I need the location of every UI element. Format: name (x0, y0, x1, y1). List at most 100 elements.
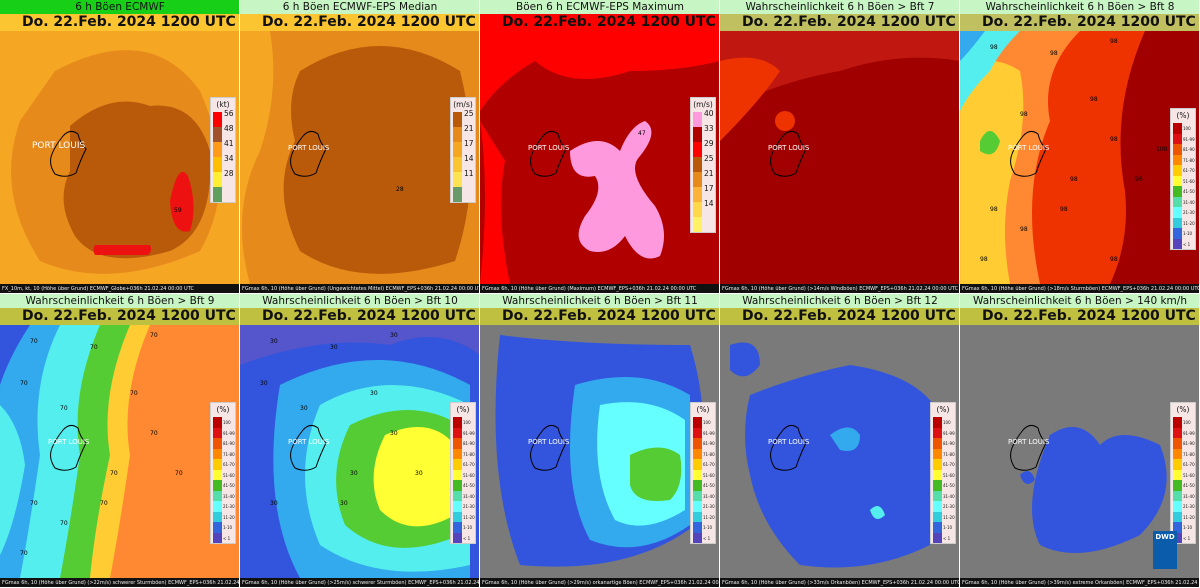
legend-row: 40 (691, 109, 715, 127)
legend-label: 48 (224, 124, 234, 133)
panel-date: Do. 22.Feb. 2024 1200 UTC (720, 308, 959, 325)
map-area[interactable]: PORT LOUIS 98 98 98 100 98 98 98 98 98 98 98 98 98 98 (960, 31, 1200, 284)
panel-header[interactable]: Wahrscheinlichkeit 6 h Böen > Bft 8 (960, 0, 1199, 14)
legend-row: 31-40 (211, 490, 235, 501)
mauritius-outline (1010, 130, 1047, 177)
legend-swatch (933, 459, 942, 470)
map-panel[interactable]: 6 h Böen ECMWF-EPS Median Do. 22.Feb. 202… (240, 0, 480, 294)
legend-label: 1-10 (223, 525, 233, 530)
legend-row: 61-70 (211, 459, 235, 470)
map-area[interactable]: PORT LOUIS 28 (240, 31, 480, 284)
legend-row: 91-99 (1171, 133, 1195, 144)
panel-header[interactable]: Wahrscheinlichkeit 6 h Böen > Bft 11 (480, 294, 719, 308)
legend-row: 25 (691, 154, 715, 172)
map-panel[interactable]: Wahrscheinlichkeit 6 h Böen > Bft 12 Do. … (720, 294, 960, 588)
panel-header[interactable]: 6 h Böen ECMWF (0, 0, 239, 14)
map-area[interactable]: PORT LOUIS (960, 325, 1200, 578)
legend-row: 56 (211, 109, 235, 127)
value-label: 30 (390, 332, 398, 339)
value-label: 98 (1070, 176, 1078, 183)
legend-row: 11 (451, 169, 475, 187)
legend-row: 61-70 (691, 459, 715, 470)
legend-row: 11-20 (1171, 217, 1195, 228)
value-label: 70 (30, 500, 38, 507)
contour-area (870, 506, 885, 519)
panel-date: Do. 22.Feb. 2024 1200 UTC (240, 308, 479, 325)
legend-swatch (213, 172, 222, 187)
legend-label: 1-10 (1183, 525, 1193, 530)
legend-swatch (693, 469, 702, 480)
legend-swatch (693, 157, 702, 172)
contour-area (0, 325, 60, 578)
legend-row: 41-50 (1171, 186, 1195, 197)
legend-label: 25 (704, 154, 714, 163)
panel-date: Do. 22.Feb. 2024 1200 UTC (0, 14, 239, 31)
legend-swatch (213, 448, 222, 459)
legend-label: 100 (703, 420, 711, 425)
legend-label: 21-30 (1183, 210, 1195, 215)
panel-header[interactable]: Böen 6 h ECMWF-EPS Maximum (480, 0, 719, 14)
legend-label: 81-90 (463, 441, 475, 446)
panel-header[interactable]: 6 h Böen ECMWF-EPS Median (240, 0, 479, 14)
legend-row: 51-60 (1171, 175, 1195, 186)
legend-label: 21-30 (703, 504, 715, 509)
legend-swatch (453, 469, 462, 480)
legend-row: 61-70 (1171, 459, 1195, 470)
contour-area (1032, 427, 1167, 553)
value-label: 30 (270, 338, 278, 345)
panel-header[interactable]: Wahrscheinlichkeit 6 h Böen > 140 km/h (960, 294, 1199, 308)
map-panel[interactable]: 6 h Böen ECMWF Do. 22.Feb. 2024 1200 UTC P… (0, 0, 240, 294)
legend-row: < 1 (451, 532, 475, 543)
legend-swatch (453, 459, 462, 470)
legend-swatch (453, 438, 462, 449)
legend-swatch (1173, 186, 1182, 197)
legend-row: 11-20 (211, 511, 235, 522)
panel-header[interactable]: Wahrscheinlichkeit 6 h Böen > Bft 9 (0, 294, 239, 308)
map-panel[interactable]: Wahrscheinlichkeit 6 h Böen > Bft 10 Do. … (240, 294, 480, 588)
map-panel[interactable]: Wahrscheinlichkeit 6 h Böen > Bft 7 Do. 2… (720, 0, 960, 294)
map-panel[interactable]: Wahrscheinlichkeit 6 h Böen > Bft 8 Do. 2… (960, 0, 1200, 294)
map-area[interactable]: PORT LOUIS (480, 325, 720, 578)
legend-swatch (693, 172, 702, 187)
value-label: 70 (20, 380, 28, 387)
panel-header[interactable]: Wahrscheinlichkeit 6 h Böen > Bft 10 (240, 294, 479, 308)
city-label: PORT LOUIS (1008, 144, 1050, 152)
legend-swatch (1173, 448, 1182, 459)
legend-row: 41-50 (451, 480, 475, 491)
legend-swatch (1173, 480, 1182, 491)
legend-swatch (933, 480, 942, 491)
value-label: 30 (415, 470, 423, 477)
legend-swatch (453, 172, 462, 187)
contour-area (480, 121, 510, 284)
panel-header[interactable]: Wahrscheinlichkeit 6 h Böen > Bft 7 (720, 0, 959, 14)
map-panel[interactable]: Wahrscheinlichkeit 6 h Böen > Bft 11 Do. … (480, 294, 720, 588)
legend-label: 91-99 (943, 430, 955, 436)
legend-row: 61-70 (1171, 165, 1195, 176)
map-panel[interactable]: Wahrscheinlichkeit 6 h Böen > 140 km/h Do… (960, 294, 1200, 588)
dwd-logo: DWD (1153, 531, 1177, 569)
panel-header[interactable]: Wahrscheinlichkeit 6 h Böen > Bft 12 (720, 294, 959, 308)
contour-area (480, 31, 719, 111)
value-label: 98 (990, 206, 998, 213)
legend-row: 81-90 (211, 438, 235, 449)
legend-swatch (693, 501, 702, 512)
map-area[interactable]: PORT LOUIS 47 (480, 31, 720, 284)
legend-row: 51-60 (931, 469, 955, 480)
map-panel[interactable]: Wahrscheinlichkeit 6 h Böen > Bft 9 Do. 2… (0, 294, 240, 588)
map-area[interactable]: PORT LOUIS (720, 31, 960, 284)
value-label: 98 (1110, 38, 1118, 45)
city-label: PORT LOUIS (528, 438, 570, 446)
legend-label: 11-20 (1183, 514, 1195, 520)
map-area[interactable]: PORT LOUIS 30 30 30 30 30 30 30 30 30 30 30 (240, 325, 480, 578)
legend-swatch (453, 157, 462, 172)
legend-label: 100 (1183, 420, 1191, 425)
value-label: 100 (1156, 146, 1168, 153)
map-area[interactable]: PORT LOUIS 59 (0, 31, 240, 284)
legend-label: 56 (224, 109, 234, 118)
value-label: 30 (330, 344, 338, 351)
mauritius-outline (290, 130, 327, 177)
map-area[interactable]: PORT LOUIS (720, 325, 960, 578)
map-panel[interactable]: Böen 6 h ECMWF-EPS Maximum Do. 22.Feb. 20… (480, 0, 720, 294)
map-area[interactable]: PORT LOUIS 70 70 70 70 70 70 70 70 70 70 70 70 70 (0, 325, 240, 578)
legend-row: 14 (691, 199, 715, 217)
